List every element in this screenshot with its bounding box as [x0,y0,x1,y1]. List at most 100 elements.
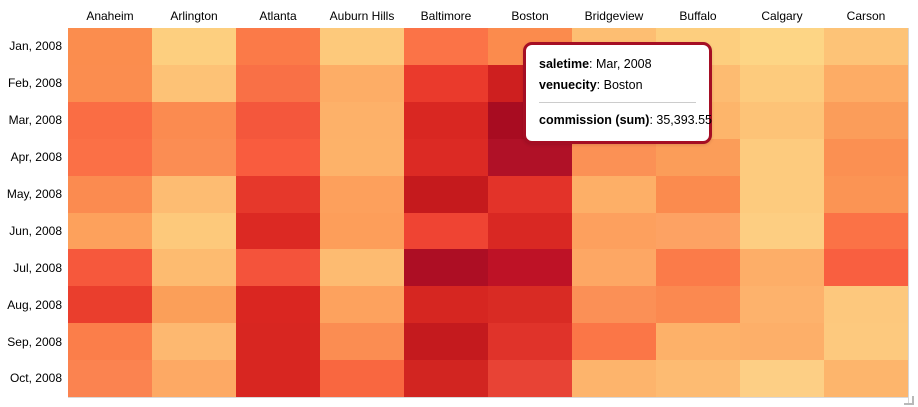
heatmap-cell[interactable] [320,286,404,324]
chart-right-edge [908,28,909,405]
heatmap-cell[interactable] [488,360,572,397]
column-header: Boston [511,9,549,23]
heatmap-cell[interactable] [320,28,404,65]
heatmap-cell[interactable] [404,175,488,213]
heatmap-cell[interactable] [572,138,656,176]
heatmap-cell[interactable] [404,249,488,287]
heatmap-cell[interactable] [656,323,740,361]
heatmap-cell[interactable] [824,360,908,397]
heatmap-cell[interactable] [68,101,152,139]
heatmap-cell[interactable] [656,286,740,324]
heatmap-cell[interactable] [152,101,236,139]
column-header: Carson [846,9,886,23]
heatmap-cell[interactable] [740,175,824,213]
row-labels: Jan, 2008 Feb, 2008 Mar, 2008 Apr, 2008 May,… [0,28,62,397]
heatmap-cell[interactable] [740,101,824,139]
heatmap-cell[interactable] [740,323,824,361]
heatmap-cell[interactable] [404,64,488,102]
heatmap-cell[interactable] [236,249,320,287]
heatmap-cell[interactable] [404,101,488,139]
heatmap-cell[interactable] [152,138,236,176]
heatmap-cell[interactable] [152,28,236,65]
heatmap-cell[interactable] [320,101,404,139]
heatmap-cell[interactable] [68,28,152,65]
heatmap-cell[interactable] [236,28,320,65]
heatmap-cell[interactable] [824,249,908,287]
column-header: Arlington [170,9,218,23]
heatmap-cell[interactable] [236,138,320,176]
heatmap-cell[interactable] [320,212,404,250]
heatmap-cell[interactable] [572,249,656,287]
heatmap-cell[interactable] [68,249,152,287]
heatmap-cell[interactable] [152,323,236,361]
heatmap-cell[interactable] [656,360,740,397]
heatmap-cell[interactable] [656,212,740,250]
heatmap-cell[interactable] [404,323,488,361]
heatmap-cell[interactable] [740,212,824,250]
heatmap-cell[interactable] [320,323,404,361]
heatmap-cell[interactable] [236,175,320,213]
heatmap-cell[interactable] [824,175,908,213]
heatmap-cell[interactable] [320,175,404,213]
heatmap-cell[interactable] [488,286,572,324]
heatmap-cell[interactable] [824,138,908,176]
heatmap-cell[interactable] [488,175,572,213]
heatmap-cell[interactable] [236,360,320,397]
heatmap-cell[interactable] [68,360,152,397]
heatmap-cell[interactable] [404,212,488,250]
heatmap-cell[interactable] [488,249,572,287]
heatmap-cell[interactable] [824,212,908,250]
heatmap-cell[interactable] [152,249,236,287]
heatmap-cell[interactable] [572,323,656,361]
heatmap-cell[interactable] [740,249,824,287]
heatmap-cell[interactable] [152,360,236,397]
heatmap-cell[interactable] [320,249,404,287]
heatmap-cell[interactable] [404,286,488,324]
heatmap-cell[interactable] [488,323,572,361]
heatmap-cell[interactable] [320,360,404,397]
heatmap-cell[interactable] [236,286,320,324]
heatmap-cell[interactable] [236,64,320,102]
heatmap-cell[interactable] [488,212,572,250]
heatmap-cell[interactable] [236,212,320,250]
heatmap-cell[interactable] [740,28,824,65]
heatmap-cell[interactable] [572,286,656,324]
heatmap-cell[interactable] [740,360,824,397]
heatmap-cell[interactable] [824,323,908,361]
heatmap-cell[interactable] [152,212,236,250]
heatmap-cell[interactable] [656,175,740,213]
heatmap-cell[interactable] [320,64,404,102]
heatmap-cell[interactable] [320,138,404,176]
row-label: Jun, 2008 [9,223,62,238]
heatmap-cell[interactable] [656,249,740,287]
row-label: Mar, 2008 [8,113,62,128]
heatmap-cell[interactable] [68,138,152,176]
heatmap-cell[interactable] [572,175,656,213]
heatmap-cell[interactable] [152,64,236,102]
heatmap-cell[interactable] [740,138,824,176]
heatmap-cell[interactable] [68,212,152,250]
heatmap-cell[interactable] [488,138,572,176]
heatmap-cell[interactable] [68,175,152,213]
heatmap-cell[interactable] [68,64,152,102]
heatmap-cell[interactable] [68,323,152,361]
heatmap-cell[interactable] [236,101,320,139]
heatmap-cell[interactable] [152,175,236,213]
heatmap-cell[interactable] [68,286,152,324]
heatmap-cell[interactable] [824,286,908,324]
heatmap-cell[interactable] [656,138,740,176]
heatmap-cell[interactable] [740,64,824,102]
heatmap-cell[interactable] [236,323,320,361]
resize-corner-handle[interactable] [904,396,914,405]
heatmap-cell[interactable] [404,138,488,176]
heatmap-cell[interactable] [824,101,908,139]
heatmap-cell[interactable] [572,212,656,250]
heatmap-cell[interactable] [740,286,824,324]
heatmap-cell[interactable] [824,28,908,65]
heatmap-cell[interactable] [572,360,656,397]
heatmap-cell[interactable] [404,360,488,397]
heatmap-cell[interactable] [824,64,908,102]
heatmap-cell[interactable] [152,286,236,324]
heatmap-cell[interactable] [404,28,488,65]
column-header: Anaheim [86,9,134,23]
